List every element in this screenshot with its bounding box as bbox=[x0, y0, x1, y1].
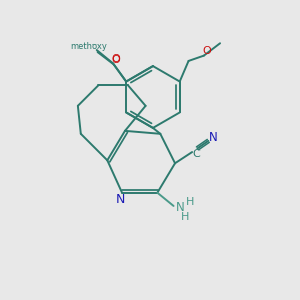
Text: methoxy: methoxy bbox=[92, 44, 98, 45]
Text: N: N bbox=[116, 193, 125, 206]
Text: H: H bbox=[186, 196, 194, 206]
Text: H: H bbox=[181, 212, 189, 222]
Text: O: O bbox=[111, 55, 120, 64]
Text: N: N bbox=[209, 131, 218, 144]
Text: O: O bbox=[112, 55, 120, 65]
Text: N: N bbox=[176, 201, 184, 214]
Text: O: O bbox=[202, 46, 211, 56]
Text: C: C bbox=[192, 148, 200, 158]
Text: methoxy: methoxy bbox=[70, 42, 107, 51]
